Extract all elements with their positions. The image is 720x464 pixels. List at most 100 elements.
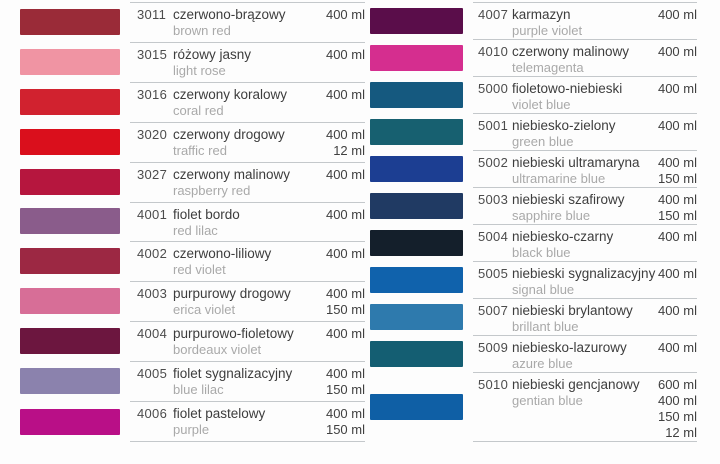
color-code: 5005 bbox=[478, 266, 509, 281]
color-swatch bbox=[370, 266, 463, 293]
color-code: 4007 bbox=[478, 7, 509, 22]
color-swatch bbox=[370, 7, 463, 34]
color-row-5002: 5002 niebieski ultramaryna ultramarine b… bbox=[368, 150, 720, 187]
color-name-pl: niebiesko-czarny bbox=[512, 229, 614, 244]
color-name-en: erica violet bbox=[173, 302, 236, 318]
color-name-en: brillant blue bbox=[512, 319, 579, 334]
color-swatch bbox=[370, 192, 463, 219]
color-name-pl: niebieski szafirowy bbox=[512, 192, 625, 207]
color-code: 3011 bbox=[137, 7, 167, 22]
catalog-column-right: 4007 karmazyn purple violet 400 ml 4010 … bbox=[368, 2, 720, 442]
color-swatch bbox=[20, 408, 120, 435]
volume-value: 150 ml bbox=[657, 208, 697, 223]
color-swatch bbox=[20, 168, 120, 195]
color-code: 5007 bbox=[478, 303, 509, 318]
color-code: 4005 bbox=[137, 366, 168, 382]
color-code: 5002 bbox=[478, 155, 509, 170]
color-name-pl: fiolet pastelowy bbox=[173, 406, 266, 422]
color-row-4001: 4001 fiolet bordo red lilac 400 ml bbox=[0, 201, 368, 242]
color-name-pl: niebieski gencjanowy bbox=[512, 377, 640, 392]
color-name-en: coral red bbox=[173, 102, 224, 118]
volume-value: 400 ml bbox=[325, 286, 365, 302]
color-name-pl: czerwony drogowy bbox=[173, 126, 285, 142]
color-row-4005: 4005 fiolet sygnalizacyjny blue lilac 40… bbox=[0, 361, 368, 401]
volume-value: 12 ml bbox=[665, 425, 697, 440]
color-code: 4010 bbox=[478, 44, 509, 59]
volume-list: 400 ml bbox=[658, 229, 697, 245]
color-name-pl: fioletowo-niebieski bbox=[512, 81, 623, 96]
color-name-en: blue lilac bbox=[173, 382, 224, 398]
color-row-5005: 5005 niebieski sygnalizacyjny signal blu… bbox=[368, 261, 720, 298]
volume-value: 400 ml bbox=[325, 406, 365, 422]
color-name-pl: różowy jasny bbox=[173, 46, 252, 62]
volume-list: 400 ml 150 ml bbox=[658, 192, 697, 224]
color-row-4003: 4003 purpurowy drogowy erica violet 400 … bbox=[0, 281, 368, 321]
volume-list: 400 ml bbox=[326, 326, 365, 342]
volume-list: 400 ml bbox=[326, 207, 365, 223]
volume-value: 12 ml bbox=[333, 142, 365, 158]
color-swatch bbox=[370, 44, 463, 71]
volume-value: 400 ml bbox=[325, 7, 365, 22]
color-row-5009: 5009 niebiesko-lazurowy azure blue 400 m… bbox=[368, 335, 720, 372]
color-name-pl: karmazyn bbox=[512, 7, 571, 22]
color-name-pl: czerwony malinowy bbox=[512, 44, 630, 59]
color-name-pl: fiolet sygnalizacyjny bbox=[173, 366, 293, 382]
color-swatch bbox=[370, 340, 463, 367]
color-code: 4001 bbox=[137, 206, 168, 222]
color-swatch bbox=[370, 394, 463, 420]
color-name-en: red violet bbox=[173, 262, 226, 278]
color-name-pl: fiolet bordo bbox=[173, 206, 240, 222]
volume-list: 400 ml bbox=[326, 47, 365, 63]
volume-value: 400 ml bbox=[657, 192, 697, 207]
color-swatch bbox=[20, 288, 120, 315]
volume-value: 400 ml bbox=[325, 86, 365, 102]
volume-value: 400 ml bbox=[657, 229, 697, 244]
catalog-column-left: 3011 czerwono-brązowy brown red 400 ml 3… bbox=[0, 2, 368, 442]
color-name-en: bordeaux violet bbox=[173, 342, 262, 358]
volume-list: 400 ml bbox=[658, 266, 697, 282]
color-code: 4003 bbox=[137, 286, 168, 302]
color-swatch bbox=[370, 155, 463, 182]
color-row-4004: 4004 purpurowo-fioletowy bordeaux violet… bbox=[0, 321, 368, 361]
volume-list: 400 ml 150 ml bbox=[326, 406, 365, 438]
color-name-en: black blue bbox=[512, 245, 571, 260]
color-swatch bbox=[20, 328, 120, 355]
color-name-pl: czerwono-liliowy bbox=[173, 246, 272, 262]
color-row-5000: 5000 fioletowo-niebieski violet blue 400… bbox=[368, 76, 720, 113]
volume-value: 150 ml bbox=[325, 382, 365, 398]
color-swatch bbox=[20, 208, 120, 235]
volume-list: 400 ml bbox=[326, 7, 365, 23]
color-code: 3027 bbox=[137, 166, 168, 182]
volume-value: 400 ml bbox=[325, 206, 365, 222]
color-row-4010: 4010 czerwony malinowy telemagenta 400 m… bbox=[368, 39, 720, 76]
color-code: 5009 bbox=[478, 340, 509, 355]
color-name-pl: niebiesko-lazurowy bbox=[512, 340, 627, 355]
volume-value: 400 ml bbox=[325, 46, 365, 62]
color-name-en: ultramarine blue bbox=[512, 171, 606, 186]
color-row-3011: 3011 czerwono-brązowy brown red 400 ml bbox=[0, 2, 368, 42]
color-row-4006: 4006 fiolet pastelowy purple 400 ml 150 … bbox=[0, 401, 368, 442]
color-name-en: signal blue bbox=[512, 282, 575, 297]
color-name-en: purple violet bbox=[512, 23, 583, 38]
color-name-en: azure blue bbox=[512, 356, 573, 371]
volume-value: 400 ml bbox=[657, 340, 697, 355]
color-code: 4006 bbox=[137, 406, 168, 422]
volume-value: 400 ml bbox=[657, 118, 697, 133]
volume-value: 400 ml bbox=[657, 7, 697, 22]
color-row-4002: 4002 czerwono-liliowy red violet 400 ml bbox=[0, 241, 368, 281]
volume-list: 400 ml 150 ml bbox=[326, 286, 365, 318]
color-name-pl: purpurowy drogowy bbox=[173, 286, 291, 302]
color-row-3020: 3020 czerwony drogowy traffic red 400 ml… bbox=[0, 121, 368, 162]
color-code: 5000 bbox=[478, 81, 509, 96]
color-name-pl: niebieski brylantowy bbox=[512, 303, 633, 318]
volume-value: 150 ml bbox=[657, 171, 697, 186]
volume-value: 400 ml bbox=[657, 44, 697, 59]
color-code: 5001 bbox=[478, 118, 509, 133]
color-row-5010: 5010 niebieski gencjanowy gentian blue 6… bbox=[368, 372, 720, 442]
color-name-en: sapphire blue bbox=[512, 208, 591, 223]
volume-list: 400 ml 150 ml bbox=[326, 366, 365, 398]
color-swatch bbox=[370, 229, 463, 256]
color-name-pl: niebieski ultramaryna bbox=[512, 155, 640, 170]
volume-list: 400 ml bbox=[658, 7, 697, 23]
color-row-5007: 5007 niebieski brylantowy brillant blue … bbox=[368, 298, 720, 335]
